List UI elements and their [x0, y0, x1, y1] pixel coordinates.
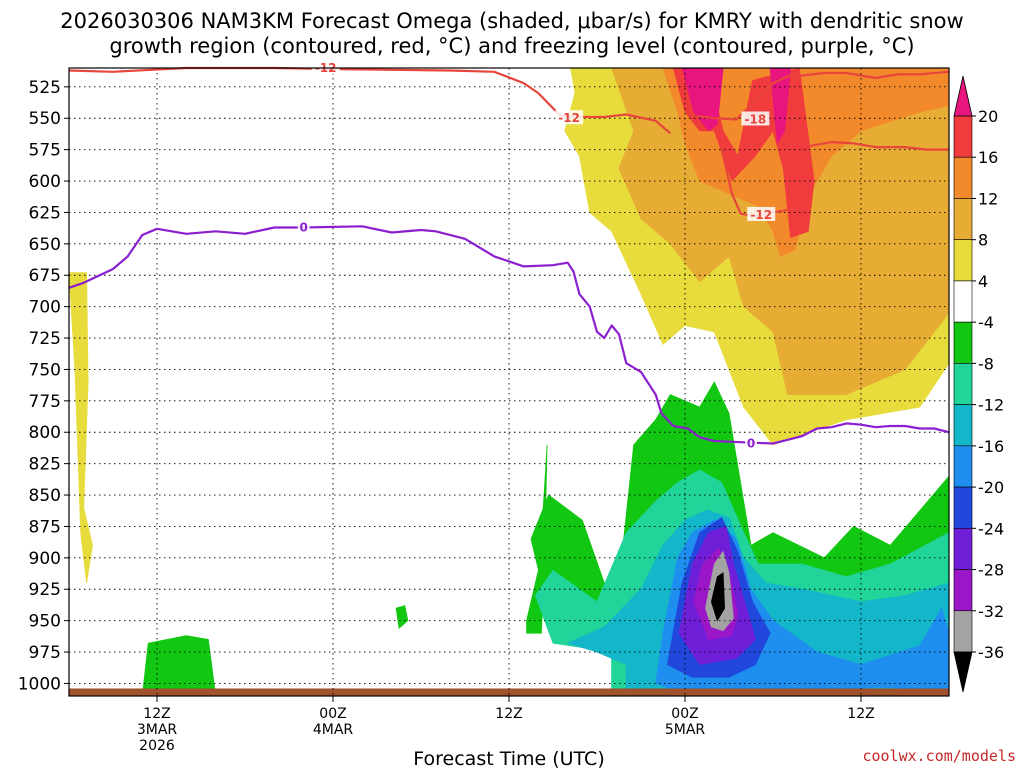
x-tick-label: 3MAR — [137, 722, 178, 738]
colorbar-label: -24 — [978, 519, 1004, 538]
colorbar-bottom-triangle — [953, 651, 973, 693]
x-tick-label: 00Z — [319, 706, 346, 722]
y-tick-label: 725 — [29, 329, 61, 349]
y-tick-label: 750 — [29, 360, 61, 380]
grid-lines — [69, 68, 949, 696]
y-tick-label: 600 — [29, 172, 61, 192]
x-tick-label: 12Z — [143, 706, 170, 722]
contour-label-bg — [747, 206, 776, 221]
y-tick-label: 950 — [29, 612, 61, 632]
y-tick-label: 525 — [29, 78, 61, 98]
contour-label-bg — [741, 111, 770, 126]
y-tick-label: 900 — [29, 549, 61, 569]
y-tick-label: 650 — [29, 235, 61, 255]
colorbar-band — [953, 528, 973, 570]
x-tick-label: 2026 — [139, 738, 175, 754]
contour-label-bg — [311, 60, 340, 74]
y-tick-label: 925 — [29, 580, 61, 600]
colorbar-band — [953, 198, 973, 240]
colorbar-band — [953, 404, 973, 447]
colorbar-band — [953, 239, 973, 282]
omega-region-7 — [141, 635, 217, 697]
colorbar-band — [953, 363, 973, 405]
y-tick-label: 875 — [29, 517, 61, 537]
site-credit: coolwx.com/models — [862, 747, 1016, 765]
x-axis-title: Forecast Time (UTC) — [413, 748, 604, 768]
omega-region-0 — [68, 272, 93, 584]
colorbar-label: 20 — [978, 107, 998, 126]
colorbar-label: -20 — [978, 478, 1004, 497]
y-tick-label: 825 — [29, 455, 61, 475]
y-tick-label: 550 — [29, 109, 61, 129]
colorbar-label: -8 — [978, 354, 994, 373]
colorbar-band — [953, 486, 973, 529]
y-tick-label: 675 — [29, 266, 61, 286]
colorbar: 20 16 12 8 4 -4 -8 -12 -16 -20 -24 -28 -32 -36 — [953, 75, 1004, 693]
contour-label-bg — [745, 435, 757, 450]
terrain-ground — [69, 688, 949, 696]
y-tick-label: 1000 — [18, 674, 61, 694]
y-tick-label: 775 — [29, 392, 61, 412]
contour-label-bg — [555, 110, 584, 125]
colorbar-band — [953, 156, 973, 199]
colorbar-band — [953, 321, 973, 364]
chart-title-line1: 2026030306 NAM3KM Forecast Omega (shaded… — [60, 9, 963, 33]
y-tick-label: 850 — [29, 486, 61, 506]
y-tick-label: 800 — [29, 423, 61, 443]
y-tick-label: 700 — [29, 298, 61, 318]
chart-title-line2: growth region (contoured, red, °C) and f… — [109, 34, 914, 58]
colorbar-label: 12 — [978, 189, 998, 208]
contour-line-3 — [791, 70, 950, 82]
y-axis: 525 550 575 600 625 650 675 700 725 750 775 800 825 8… — [18, 78, 69, 694]
x-tick-label: 12Z — [495, 706, 522, 722]
x-tick-label: 4MAR — [313, 722, 354, 738]
omega-region-10 — [395, 605, 409, 629]
colorbar-band — [953, 280, 973, 323]
colorbar-label: -28 — [978, 561, 1004, 580]
colorbar-label: 4 — [978, 272, 988, 291]
x-tick-label: 00Z — [671, 706, 698, 722]
colorbar-label: -4 — [978, 313, 994, 332]
contour-label: 0 — [747, 437, 755, 451]
y-tick-label: 575 — [29, 141, 61, 161]
contour-label-bg — [297, 219, 310, 234]
contour-line-4 — [809, 141, 949, 151]
colorbar-band — [953, 610, 973, 653]
colorbar-label: -16 — [978, 437, 1004, 456]
contour-line-5 — [68, 225, 950, 445]
y-tick-label: 625 — [29, 203, 61, 223]
colorbar-band — [953, 445, 973, 488]
colorbar-top-triangle — [953, 75, 973, 117]
colorbar-label: 8 — [978, 231, 988, 250]
colorbar-band — [953, 569, 973, 612]
y-tick-label: 975 — [29, 643, 61, 663]
colorbar-label: 16 — [978, 148, 998, 167]
colorbar-band — [953, 115, 973, 158]
colorbar-label: -32 — [978, 602, 1004, 621]
contour-label: -12 — [558, 111, 580, 125]
colorbar-label: -12 — [978, 396, 1004, 415]
omega-region-18 — [710, 572, 726, 622]
x-tick-label: 5MAR — [665, 722, 706, 738]
x-tick-label: 12Z — [847, 706, 874, 722]
contour-label: 0 — [299, 221, 307, 235]
colorbar-label: -36 — [978, 643, 1004, 662]
contour-label: -12 — [750, 208, 772, 222]
contour-label: -18 — [745, 112, 767, 126]
